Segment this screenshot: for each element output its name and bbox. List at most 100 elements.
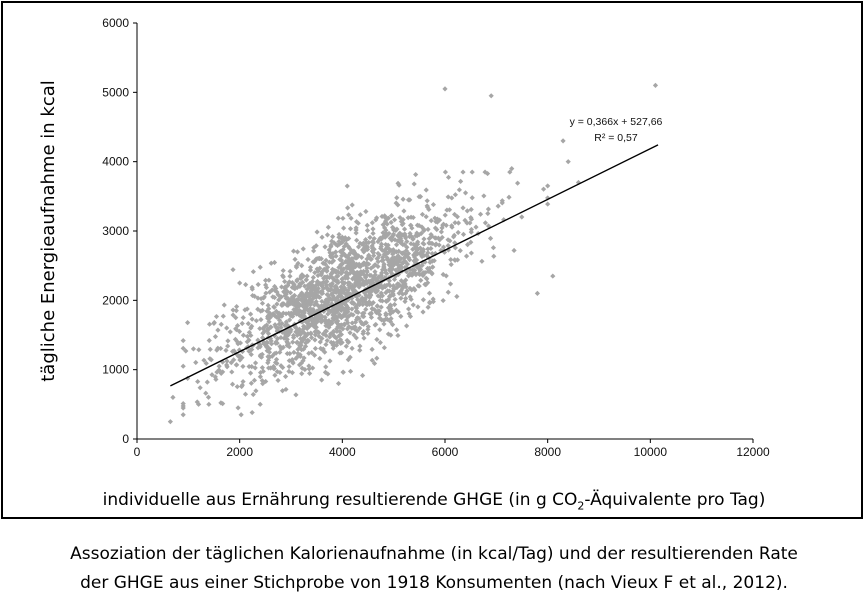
data-point [352, 282, 359, 289]
data-point [167, 419, 173, 425]
data-point [389, 322, 396, 328]
data-point [454, 293, 460, 300]
data-point [460, 169, 466, 175]
data-point [335, 380, 342, 387]
data-point [196, 347, 202, 353]
data-point [239, 383, 245, 390]
data-point [272, 283, 278, 290]
data-point [264, 328, 270, 334]
data-point [312, 329, 318, 335]
data-point [393, 200, 399, 206]
data-point [391, 217, 398, 223]
data-point [357, 343, 363, 349]
data-point [443, 222, 449, 228]
data-point [495, 203, 501, 209]
data-point [405, 250, 412, 257]
data-point [252, 360, 259, 366]
data-point [279, 388, 286, 394]
data-point [445, 237, 451, 243]
data-point [278, 334, 284, 341]
data-point [275, 377, 281, 384]
data-point [308, 322, 314, 328]
data-point [325, 319, 332, 325]
data-point [370, 230, 376, 236]
data-point [375, 259, 381, 265]
data-point [473, 224, 479, 230]
data-point [347, 226, 354, 232]
data-point [325, 299, 331, 305]
data-point [440, 222, 446, 228]
data-point [329, 281, 335, 288]
data-point [364, 280, 370, 286]
data-point [395, 180, 401, 186]
data-point [293, 306, 299, 313]
data-point [309, 286, 315, 292]
data-point [236, 328, 243, 335]
data-point [353, 271, 359, 277]
data-point [351, 289, 357, 295]
data-point [434, 219, 440, 225]
data-point [345, 320, 351, 326]
data-point [303, 340, 309, 346]
data-point [318, 256, 324, 262]
data-point [321, 279, 327, 285]
data-point [329, 301, 335, 307]
data-point [419, 224, 425, 230]
data-point [183, 348, 189, 354]
data-point [385, 250, 391, 256]
data-point [365, 330, 371, 337]
data-point [291, 335, 297, 341]
data-point [402, 233, 408, 239]
data-point [317, 339, 323, 345]
data-point [193, 359, 199, 366]
data-point [238, 412, 244, 418]
data-point [322, 349, 328, 355]
data-point [507, 169, 513, 175]
data-point [364, 222, 370, 228]
data-point [257, 369, 264, 376]
data-point [422, 270, 428, 276]
data-point [346, 245, 352, 251]
data-point [349, 286, 356, 292]
data-point [320, 285, 327, 291]
data-point [452, 220, 458, 226]
data-point [246, 337, 252, 343]
data-point [344, 317, 350, 323]
data-point [384, 245, 390, 251]
data-point [286, 363, 292, 370]
data-point [349, 306, 355, 312]
data-point [460, 205, 466, 211]
data-point [277, 343, 283, 350]
data-point [312, 287, 319, 293]
data-point [359, 310, 366, 317]
data-point [347, 368, 354, 374]
data-point [315, 272, 321, 279]
data-point [385, 242, 391, 248]
data-point [458, 178, 464, 184]
data-point [306, 350, 312, 356]
data-point [287, 351, 293, 357]
data-point [325, 224, 331, 230]
data-point [440, 271, 446, 278]
data-point [362, 274, 369, 281]
data-point [319, 335, 325, 342]
data-point [449, 224, 455, 230]
data-point [225, 338, 231, 344]
data-point [272, 359, 279, 366]
data-point [286, 368, 292, 374]
data-point [307, 306, 313, 312]
data-point [407, 313, 414, 320]
data-point [468, 226, 475, 233]
data-point [272, 372, 278, 378]
data-point [370, 226, 376, 232]
data-point [308, 335, 315, 341]
data-point [378, 243, 384, 250]
data-point [397, 214, 403, 221]
data-point [274, 289, 280, 295]
data-point [469, 195, 475, 201]
data-point [323, 274, 329, 280]
data-point [420, 309, 426, 315]
data-point [302, 343, 309, 349]
data-point [436, 242, 442, 248]
data-point [385, 215, 392, 221]
